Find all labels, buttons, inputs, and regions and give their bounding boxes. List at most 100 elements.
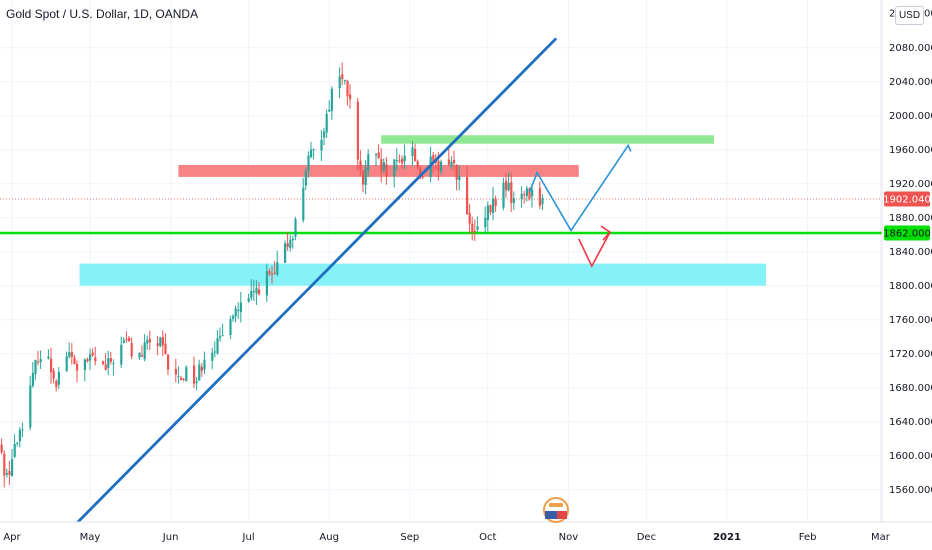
candle <box>416 159 419 170</box>
candle <box>37 350 40 366</box>
candle <box>466 166 469 215</box>
time-axis[interactable]: Apr May Jun Jul Aug Sep Oct Nov Dec 2021 Feb Mar <box>0 521 932 550</box>
candle <box>16 441 19 447</box>
candle-body <box>159 337 162 347</box>
candle-body <box>453 159 456 164</box>
candle-body <box>447 159 450 165</box>
candle <box>185 365 188 382</box>
candle-body <box>125 338 128 341</box>
candle <box>310 141 313 159</box>
logo-flag-red <box>557 511 567 519</box>
candle-body <box>83 359 86 371</box>
candle-body <box>177 376 180 378</box>
candle-body <box>380 159 383 172</box>
support-price-tag-label: 1862.000 <box>883 229 931 240</box>
candle-body <box>112 363 115 365</box>
zone-demand <box>79 263 767 286</box>
price-tick-label: 1800.000 <box>889 281 932 292</box>
tradingview-logo <box>543 497 569 523</box>
candle-body <box>416 161 419 168</box>
price-tick-label: 1960.000 <box>889 145 932 156</box>
candle-body <box>31 372 34 386</box>
candle-body <box>247 298 250 302</box>
last-price-tag-label: 1902.040 <box>883 194 931 205</box>
candle <box>377 144 380 160</box>
candle <box>203 351 206 375</box>
candle-body <box>174 368 177 375</box>
candle-body <box>21 429 24 431</box>
candle-body <box>271 273 274 275</box>
candle <box>411 141 414 167</box>
candle-body <box>182 378 185 380</box>
candle-body <box>37 361 40 363</box>
candle-body <box>107 358 110 368</box>
candle-body <box>538 188 541 206</box>
candle <box>528 187 531 201</box>
candle <box>307 151 310 178</box>
candle <box>177 366 180 384</box>
candle-body <box>55 380 58 388</box>
candle <box>284 240 287 264</box>
candle-body <box>50 358 53 373</box>
candle <box>83 358 86 382</box>
candle <box>320 130 323 162</box>
candle <box>338 67 341 99</box>
price-tick-label: 1920.000 <box>889 179 932 190</box>
candle-body <box>3 453 6 476</box>
candle <box>393 158 396 188</box>
candle <box>102 360 105 366</box>
candle <box>304 168 307 191</box>
horizontal-levels <box>0 198 882 235</box>
candle <box>468 203 471 234</box>
time-tick-label: Apr <box>3 532 21 543</box>
candle <box>234 305 237 323</box>
candle-body <box>128 337 131 342</box>
price-axis[interactable]: 1560.000 1600.000 1640.000 1680.000 1720.000… <box>881 0 932 550</box>
candle-body <box>341 74 344 80</box>
candle <box>362 170 365 193</box>
price-axis-background <box>882 0 932 550</box>
last-price-tag-box <box>884 191 930 207</box>
price-tick-label: 1600.000 <box>889 451 932 462</box>
candle-body <box>484 217 487 228</box>
candle-body <box>229 319 232 336</box>
candle-body <box>330 88 333 111</box>
currency-button[interactable]: USD <box>895 6 924 25</box>
candle <box>356 97 359 171</box>
candle-body <box>221 335 224 337</box>
candle-body <box>255 287 258 294</box>
candle <box>109 352 112 365</box>
grid-lines <box>0 0 882 522</box>
arrow-head-red <box>600 225 612 241</box>
candle-body <box>200 366 203 371</box>
candle-body <box>102 361 105 365</box>
candle <box>91 348 94 357</box>
candle <box>512 191 515 210</box>
candle <box>330 86 333 120</box>
candle <box>302 177 305 223</box>
candle <box>541 194 544 211</box>
candle-body <box>138 352 141 358</box>
candle-body <box>239 302 242 313</box>
candle <box>286 232 289 251</box>
candle-body <box>258 289 261 295</box>
candle <box>471 216 474 241</box>
price-zones <box>79 135 767 286</box>
candle <box>473 219 476 242</box>
candle-body <box>505 181 508 191</box>
candle-body <box>143 342 146 359</box>
candle-body <box>39 359 42 362</box>
candle-body <box>13 443 16 457</box>
candle-body <box>65 356 68 372</box>
candle <box>395 148 398 171</box>
candle <box>450 156 453 170</box>
candle-body <box>320 139 323 151</box>
candle-body <box>364 168 367 186</box>
candle <box>174 358 177 383</box>
candle-body <box>510 181 513 203</box>
candle <box>164 333 167 355</box>
candle-body <box>156 343 159 346</box>
candle-body <box>466 176 469 215</box>
candle-body <box>167 354 170 370</box>
